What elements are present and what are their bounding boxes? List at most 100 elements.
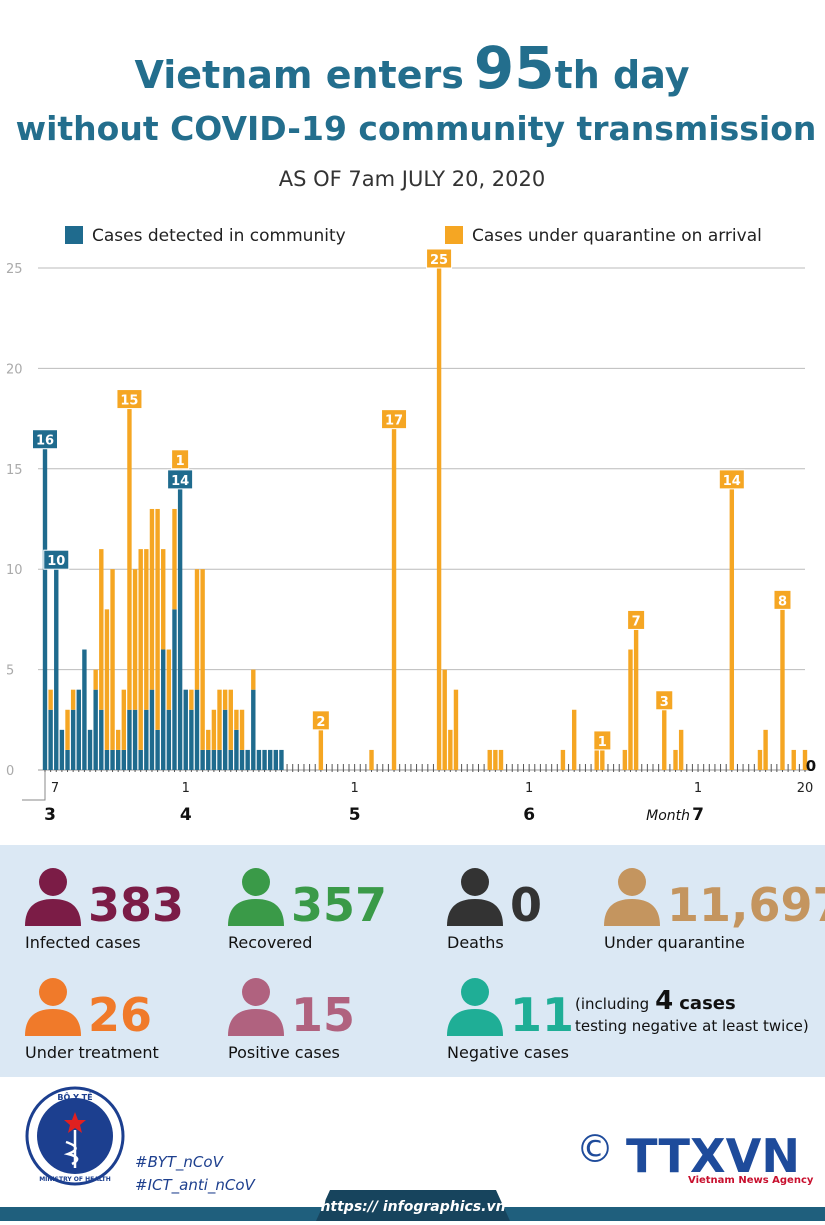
stat-label: Deaths bbox=[447, 933, 504, 952]
logo-caduceus bbox=[63, 1130, 79, 1168]
copyright: © bbox=[576, 1127, 614, 1171]
bar-segment bbox=[166, 709, 172, 770]
person-icon-body bbox=[604, 899, 660, 926]
bar-segment bbox=[448, 729, 453, 770]
bar-segment bbox=[279, 749, 284, 770]
bar-segment bbox=[127, 709, 132, 770]
subtitle: AS OF 7am JULY 20, 2020 bbox=[279, 167, 546, 191]
bar-segment bbox=[121, 689, 127, 750]
bar-segment bbox=[763, 729, 768, 770]
bar-segment bbox=[251, 669, 256, 690]
bar-segment bbox=[166, 649, 172, 710]
value-label: 25 bbox=[430, 253, 448, 268]
value-label-box bbox=[655, 690, 674, 711]
bar-segment bbox=[729, 488, 735, 770]
bar-segment bbox=[132, 709, 138, 770]
y-tick-label: 25 bbox=[6, 262, 23, 277]
bar-segment bbox=[757, 749, 763, 770]
ministry-logo: BỘ Y TẾ MINISTRY OF HEALTH bbox=[25, 1086, 125, 1186]
bar-segment bbox=[104, 609, 110, 750]
x-tick-label: 1 bbox=[525, 781, 533, 796]
bar-segment bbox=[622, 749, 628, 770]
bar-segment bbox=[391, 428, 397, 770]
bar-segment bbox=[239, 709, 245, 750]
bar-segment bbox=[228, 689, 233, 750]
bar-segment bbox=[222, 709, 228, 770]
person-icon-head bbox=[461, 868, 489, 896]
hashtag: #BYT_nCoV bbox=[135, 1153, 225, 1172]
stat-label: Recovered bbox=[228, 933, 312, 952]
title-text: th day bbox=[555, 53, 690, 97]
note-line2: testing negative at least twice) bbox=[575, 1017, 809, 1035]
month-title: Month bbox=[646, 808, 690, 824]
person-icon-head bbox=[39, 978, 67, 1006]
bar-segment bbox=[144, 549, 149, 710]
bar-segment bbox=[234, 709, 239, 730]
logo-star bbox=[64, 1112, 86, 1133]
stat-label: Under quarantine bbox=[604, 933, 745, 952]
bar-segment bbox=[65, 709, 70, 750]
title: Vietnam enters 95th day bbox=[135, 34, 690, 102]
value-label-box bbox=[773, 589, 792, 610]
bar-segment bbox=[662, 709, 667, 770]
bar-segment bbox=[54, 569, 59, 770]
bar-segment bbox=[498, 749, 504, 770]
bar-segment bbox=[155, 508, 160, 730]
bar-segment bbox=[487, 749, 492, 770]
bar-segment bbox=[206, 749, 211, 770]
bar-segment bbox=[194, 569, 200, 690]
legend-label: Cases under quarantine on arrival bbox=[472, 226, 762, 246]
value-label-box bbox=[43, 549, 70, 570]
bar-segment bbox=[93, 689, 98, 770]
value-label: 2 bbox=[316, 715, 325, 730]
bar-segment bbox=[189, 689, 194, 710]
person-icon-head bbox=[461, 978, 489, 1006]
person-icon-body bbox=[447, 899, 503, 926]
value-label-box bbox=[116, 389, 143, 410]
bar-segment bbox=[127, 408, 132, 710]
bar-segment bbox=[228, 749, 233, 770]
value-label: 14 bbox=[171, 474, 189, 489]
bar-segment bbox=[59, 729, 65, 770]
bar-segment bbox=[194, 689, 200, 770]
month-label: 4 bbox=[180, 805, 192, 825]
bar-segment bbox=[172, 508, 177, 610]
stat-value: 11 bbox=[510, 988, 574, 1042]
bar-segment bbox=[453, 689, 459, 770]
stat-label: Infected cases bbox=[25, 933, 141, 952]
value-label: 0 bbox=[806, 757, 816, 775]
value-label: 17 bbox=[385, 414, 403, 429]
bar-segment bbox=[369, 749, 374, 770]
bar-segment bbox=[318, 729, 324, 770]
bar-segment bbox=[206, 729, 211, 750]
x-tick-label: 1 bbox=[350, 781, 358, 796]
bar-segment bbox=[121, 749, 127, 770]
x-tick-label: 1 bbox=[182, 781, 190, 796]
bar-segment bbox=[93, 669, 98, 690]
bar-segment bbox=[138, 749, 143, 770]
bar-segment bbox=[110, 569, 115, 750]
bar-segment bbox=[161, 549, 166, 650]
value-label: 14 bbox=[723, 474, 741, 489]
y-tick-label: 0 bbox=[6, 764, 14, 779]
bar-segment bbox=[493, 749, 498, 770]
bar-segment bbox=[436, 268, 442, 770]
bar-segment bbox=[70, 709, 76, 770]
bar-segment bbox=[442, 669, 447, 770]
bar-segment bbox=[802, 749, 808, 770]
bar-segment bbox=[172, 609, 177, 770]
bar-segment bbox=[222, 689, 228, 710]
month-label: 6 bbox=[523, 805, 535, 825]
y-tick-label: 10 bbox=[6, 563, 23, 578]
value-label-box bbox=[593, 730, 612, 751]
bar-segment bbox=[42, 448, 48, 770]
bar-segment bbox=[256, 749, 262, 770]
title-line2: without COVID-19 community transmission bbox=[16, 109, 817, 148]
bar-segment bbox=[791, 749, 796, 770]
bar-segment bbox=[76, 689, 81, 770]
person-icon-body bbox=[228, 899, 284, 926]
x-tick-label: 1 bbox=[694, 781, 702, 796]
y-tick-label: 5 bbox=[6, 664, 14, 679]
